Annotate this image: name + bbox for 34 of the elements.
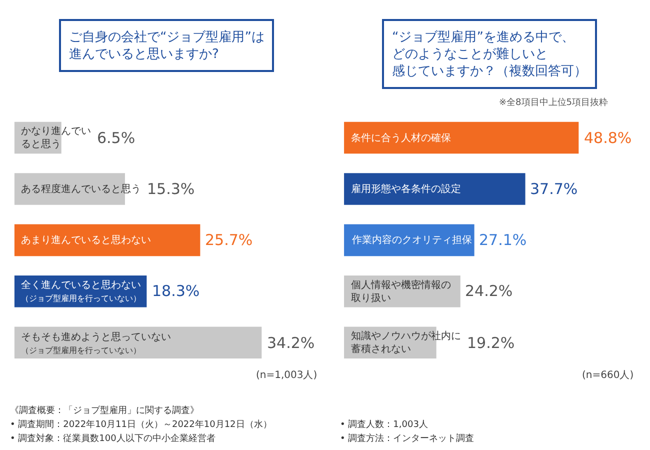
category-label: 作業内容のクオリティ担保 [352,235,472,246]
text: • 調査方法：インターネット調査 [340,433,474,444]
bar [344,122,579,154]
bar [14,326,262,358]
data-label: 27.1% [479,231,527,249]
category-label: 知識やノウハウが社内に蓄積されない [351,331,461,355]
category-label: 全く進んでいると思わない（ジョブ型雇用を行っていない） [21,280,141,303]
bar [14,224,200,256]
chart-subtitle: ※全8項目中上位5項目抜粋 [499,97,608,108]
data-label: 18.3% [152,282,200,300]
text: 《調査概要：「ジョブ型雇用」に関する調査》 [10,405,199,416]
bar [344,173,526,205]
category-label: あまり進んでいると思わない [21,235,151,246]
data-label: 6.5% [97,129,136,147]
data-label: 48.8% [584,129,632,147]
data-label: 37.7% [530,180,578,198]
data-label: 34.2% [267,334,315,352]
data-label: 15.3% [147,180,195,198]
category-label: ある程度進んでいると思う [21,184,141,195]
category-label: そもそも進めようと思っていない（ジョブ型雇用を行っていない） [21,332,171,355]
text: (n=1,003人) [256,370,318,381]
text: (n=660人) [582,370,634,381]
data-label: 25.7% [205,231,253,249]
data-label: 24.2% [465,282,513,300]
text: • 調査対象：従業員数100人以下の中小企業経営者 [10,433,216,444]
category-label: 雇用形態や各条件の設定 [351,184,461,195]
text: • 調査人数：1,003人 [340,419,428,430]
category-label: 個人情報や機密情報の取り扱い [351,280,451,304]
category-label: 条件に合う人材の確保 [351,133,451,144]
data-label: 19.2% [467,334,515,352]
text: • 調査期間：2022年10月11日（火）～2022年10月12日（水） [10,419,272,430]
chart-title: “ジョブ型雇用”を進める中で、どのようなことが難しいと感じていますか？（複数回答可） [392,29,587,79]
category-label: かなり進んでいると思う [21,126,91,150]
chart-title: ご自身の会社で“ジョブ型雇用”は進んでいると思いますか? [69,29,264,62]
